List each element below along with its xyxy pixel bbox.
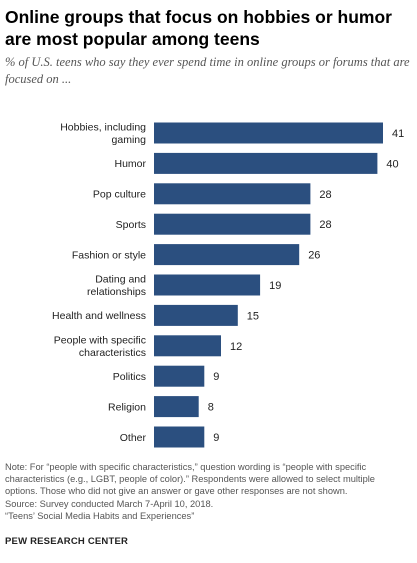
brand-logo-text: PEW RESEARCH CENTER — [5, 536, 129, 547]
category-label: People with specific characteristics — [54, 334, 146, 359]
bar — [154, 213, 311, 235]
category-label: Humor — [114, 158, 146, 170]
chart-subtitle: % of U.S. teens who say they ever spend … — [5, 55, 410, 86]
bar — [154, 152, 378, 174]
category-label: Hobbies, including gaming — [60, 122, 146, 146]
bar — [154, 183, 311, 205]
category-label: Fashion or style — [72, 249, 146, 261]
value-label: 41 — [392, 128, 404, 140]
report-title-line: “Teens’ Social Media Habits and Experien… — [5, 510, 195, 521]
category-label: Sports — [116, 219, 146, 231]
bar — [154, 365, 205, 387]
note-line: Note: For “people with specific characte… — [5, 462, 367, 472]
value-label: 12 — [230, 341, 242, 353]
value-label: 19 — [269, 280, 281, 292]
value-label: 8 — [208, 402, 214, 414]
bar — [154, 396, 199, 418]
bar — [154, 335, 221, 357]
bar-chart: Hobbies, including gaming 41 Humor 40 Pop cul… — [52, 122, 404, 448]
value-label: 40 — [386, 158, 398, 170]
bar — [154, 304, 238, 326]
bar — [154, 426, 205, 448]
value-label: 15 — [247, 310, 259, 322]
chart-title: Online groups that focus on hobbies or h… — [5, 7, 392, 49]
source-line: Source: Survey conducted March 7-April 1… — [5, 498, 214, 509]
category-label: Pop culture — [93, 189, 146, 201]
value-label: 28 — [319, 189, 331, 201]
category-label: Other — [120, 432, 147, 444]
category-label: Health and wellness — [52, 310, 146, 322]
note-line: options. Those who did not give an answe… — [5, 486, 348, 497]
category-label: Religion — [108, 401, 146, 413]
value-label: 28 — [319, 219, 331, 231]
value-label: 9 — [213, 371, 219, 383]
value-label: 9 — [213, 432, 219, 444]
value-label: 26 — [308, 250, 320, 262]
bar — [154, 274, 261, 296]
bar — [154, 244, 300, 266]
category-label: Politics — [113, 371, 146, 383]
note-line: characteristics (e.g., LGBT, people of c… — [5, 474, 375, 485]
category-label: Dating and relationships — [87, 274, 146, 299]
chart-notes: Note: For “people with specific characte… — [5, 461, 415, 522]
bar — [154, 122, 383, 144]
